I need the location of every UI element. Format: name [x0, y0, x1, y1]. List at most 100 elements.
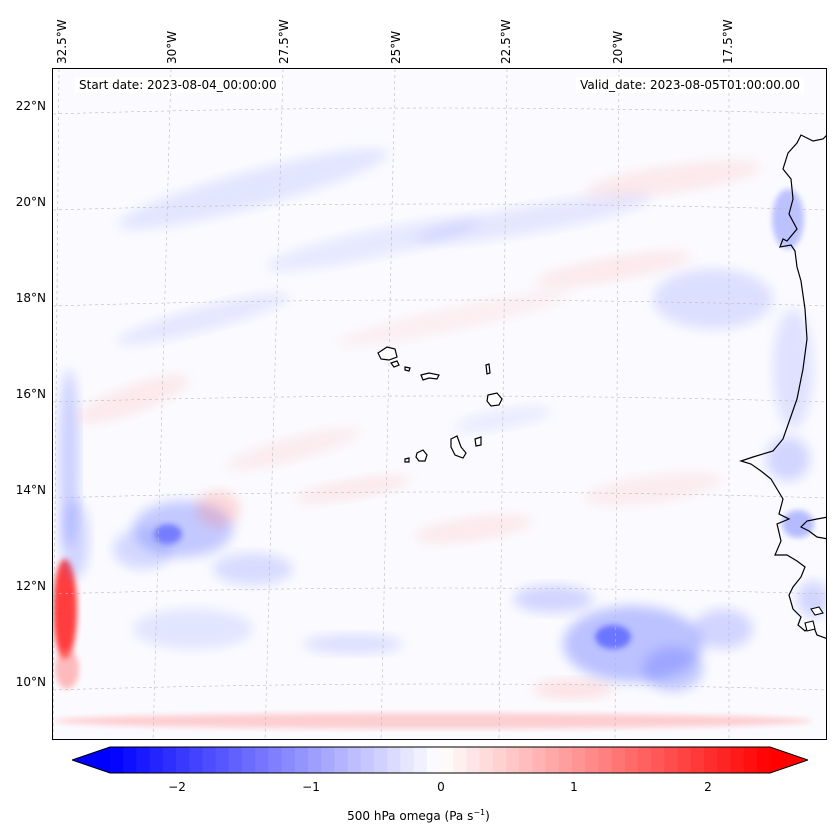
omega-contour-patch: [265, 217, 481, 271]
colorbar-segment: [334, 747, 349, 773]
colorbar-segment: [717, 747, 731, 773]
colorbar-segment: [255, 747, 269, 773]
colorbar-segment: [426, 747, 441, 773]
island-santo-antao: [377, 346, 398, 361]
island-santiago: [450, 435, 467, 459]
latitude-label: 20°N: [15, 195, 46, 209]
colorbar-segment: [598, 747, 613, 773]
colorbar-segment: [360, 747, 375, 773]
colorbar-segment: [585, 747, 599, 773]
colorbar-segment: [242, 747, 256, 773]
colorbar-segment: [558, 747, 573, 773]
colorbar-segment: [321, 747, 335, 773]
omega-contour-patch: [533, 679, 613, 699]
colorbar-segment: [215, 747, 230, 773]
colorbar-segment: [176, 747, 190, 773]
graticule-line: [380, 69, 396, 739]
omega-contour-patch: [513, 585, 593, 613]
omega-contour-patch: [643, 647, 703, 691]
colorbar-segment: [677, 747, 692, 773]
omega-contour-patch: [335, 291, 571, 347]
omega-contour-patch: [116, 292, 290, 346]
graticule-line: [498, 69, 508, 739]
omega-contour-patch: [196, 491, 240, 527]
colorbar-segment: [453, 747, 467, 773]
graticule-line: [53, 683, 826, 691]
colorbar-segment: [189, 747, 203, 773]
graticule-line: [264, 69, 284, 739]
colorbar-tick-label: 2: [704, 780, 712, 794]
island-bissagos-2: [804, 620, 816, 632]
colorbar-segment: [202, 747, 217, 773]
colorbar-segment: [572, 747, 586, 773]
colorbar-segment: [519, 747, 533, 773]
colorbar-segment: [756, 747, 771, 773]
island-brava: [404, 457, 410, 463]
latitude-label: 10°N: [15, 675, 46, 689]
omega-contour-patch: [653, 269, 773, 329]
omega-contour-patch: [534, 250, 692, 288]
colorbar-segment: [228, 747, 243, 773]
colorbar-outline: [72, 746, 808, 774]
colorbar-segment: [268, 747, 283, 773]
island-santa-luzia: [404, 366, 411, 372]
omega-contour-patch: [413, 514, 533, 544]
colorbar-segment: [611, 747, 626, 773]
island-boa-vista: [486, 392, 503, 407]
omega-contour-patch: [225, 427, 361, 471]
omega-field-map: [53, 69, 826, 739]
longitude-label: 27.5°W: [277, 19, 291, 64]
omega-contour-patch: [782, 510, 814, 538]
colorbar-segment: [624, 747, 639, 773]
island-bissagos-1: [810, 606, 824, 616]
colorbar: [72, 746, 808, 774]
colorbar-tick-label: 1: [570, 780, 578, 794]
latitude-label: 18°N: [15, 291, 46, 305]
coastline: [377, 134, 826, 639]
omega-contour-patch: [293, 474, 413, 504]
omega-contour-patch: [53, 713, 813, 729]
longitude-label: 17.5°W: [721, 19, 735, 64]
omega-contour-patch: [773, 309, 813, 429]
colorbar-segment: [162, 747, 177, 773]
graticule-line: [53, 587, 826, 595]
latitude-label: 12°N: [15, 579, 46, 593]
island-sal: [485, 363, 491, 375]
colorbar-segments: [72, 747, 808, 773]
graticule-line: [53, 69, 60, 739]
longitude-label: 32.5°W: [55, 19, 69, 64]
colorbar-label-close: ): [485, 809, 490, 823]
graticule-line: [53, 491, 826, 499]
colorbar-segment: [149, 747, 164, 773]
colorbar-segment: [294, 747, 309, 773]
omega-contour-patch: [303, 634, 403, 654]
colorbar-segment: [664, 747, 679, 773]
omega-contour-patch: [583, 160, 763, 198]
africa-coastline-south: [799, 516, 826, 540]
colorbar-segment: [532, 747, 547, 773]
island-sao-vicente: [390, 360, 400, 368]
omega-contour-patch: [133, 609, 253, 649]
graticule-line: [152, 69, 172, 739]
colorbar-tick-label: 0: [437, 780, 445, 794]
colorbar-segment: [281, 747, 296, 773]
graticule: [53, 69, 826, 739]
omega-contour-patch: [693, 609, 753, 649]
map-panel: Start date: 2023-08-04_00:00:00 Valid_da…: [52, 68, 827, 740]
graticule-line: [53, 203, 826, 211]
colorbar-label-exponent: −1: [473, 808, 486, 817]
longitude-label: 25°W: [389, 30, 403, 64]
omega-contour-patch: [113, 529, 173, 569]
colorbar-segment: [638, 747, 652, 773]
omega-contour-patch: [766, 437, 810, 481]
colorbar-segment: [492, 747, 507, 773]
graticule-line: [614, 69, 620, 739]
colorbar-segment: [743, 747, 758, 773]
colorbar-segment: [690, 747, 705, 773]
colorbar-segment: [651, 747, 665, 773]
colorbar-segment: [110, 747, 124, 773]
colorbar-segment: [387, 747, 401, 773]
colorbar-segment: [545, 747, 560, 773]
colorbar-tick-label: −2: [168, 780, 186, 794]
colorbar-segment: [123, 747, 137, 773]
